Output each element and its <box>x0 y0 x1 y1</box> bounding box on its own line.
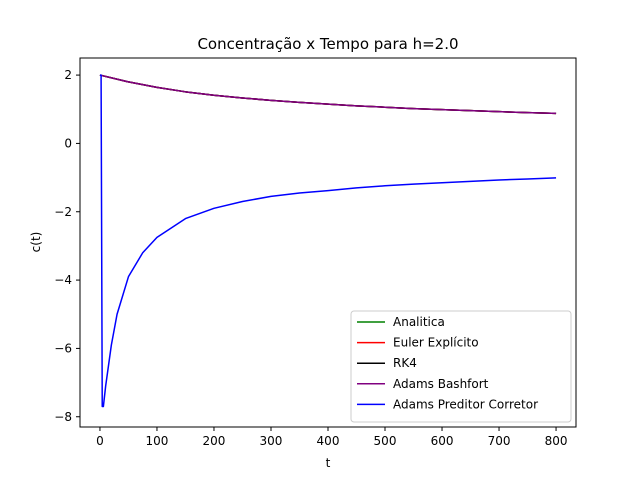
y-axis-label: c(t) <box>29 232 43 253</box>
y-tick-label: −6 <box>54 341 72 355</box>
legend-label: Adams Preditor Corretor <box>393 397 538 411</box>
y-axis: −8 −6 −4 −2 0 2 <box>54 68 80 424</box>
y-tick-label: −4 <box>54 273 72 287</box>
legend-box <box>350 310 572 423</box>
x-tick-label: 500 <box>374 434 397 448</box>
y-tick-label: 2 <box>64 68 72 82</box>
legend-label: Euler Explícito <box>393 336 479 350</box>
x-tick-label: 0 <box>96 434 104 448</box>
x-tick-label: 700 <box>488 434 511 448</box>
series-layer <box>99 74 557 408</box>
y-tick-label: −8 <box>54 410 72 424</box>
x-tick-label: 200 <box>203 434 226 448</box>
x-tick-label: 600 <box>431 434 454 448</box>
x-tick-label: 100 <box>146 434 169 448</box>
y-tick-label: −2 <box>54 205 72 219</box>
legend: Analitica Euler Explícito RK4 Adams Bashfor… <box>350 310 572 423</box>
plot-area <box>79 57 577 428</box>
x-tick-label: 800 <box>545 434 568 448</box>
y-tick-label: 0 <box>64 136 72 150</box>
x-axis: 0 100 200 300 400 500 600 700 800 <box>96 427 567 448</box>
x-tick-label: 300 <box>260 434 283 448</box>
series-line-3 <box>99 74 557 115</box>
legend-label: RK4 <box>393 356 417 370</box>
legend-label: Analitica <box>393 315 445 329</box>
x-axis-label: t <box>326 456 331 470</box>
legend-label: Adams Bashfort <box>393 377 489 391</box>
chart-title: Concentração x Tempo para h=2.0 <box>197 35 458 53</box>
series-line-4 <box>99 74 557 408</box>
x-tick-label: 400 <box>317 434 340 448</box>
